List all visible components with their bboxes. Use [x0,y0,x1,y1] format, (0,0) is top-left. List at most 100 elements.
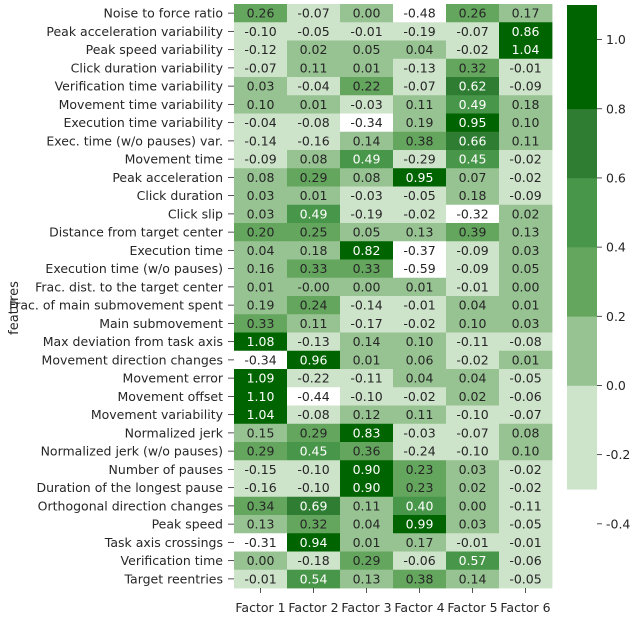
heatmap-cell [499,369,553,388]
cell-value-label: -0.01 [509,535,541,550]
heatmap-cell [499,168,553,187]
heatmap-cell [287,113,341,133]
cell-value-label: 0.18 [300,243,328,258]
cell-value-label: -0.06 [509,553,541,568]
heatmap-cell [234,186,288,206]
colorbar-tick-label: 0.0 [606,378,626,393]
cell-value-label: -0.09 [456,243,488,258]
heatmap-cell [393,4,447,23]
heatmap-cell [446,423,500,443]
cell-value-label: 0.86 [512,24,540,39]
cell-value-label: 0.08 [353,170,381,185]
cell-value-label: -0.07 [244,60,276,75]
heatmap-cell [499,223,553,242]
heatmap-cell [234,296,288,315]
heatmap-cell [393,423,447,443]
heatmap-cell [234,569,288,589]
heatmap-cell [340,533,394,552]
heatmap-cell [499,150,553,169]
row-label: Execution time variability [63,115,223,130]
heatmap-cell [287,22,341,41]
cell-value-label: -0.13 [297,334,329,349]
cell-value-label: 0.01 [512,298,540,313]
cell-value-label: 0.23 [406,462,434,477]
cell-value-label: 0.01 [406,279,434,294]
cell-value-label: 0.04 [406,371,434,386]
cell-value-label: -0.09 [509,188,541,203]
row-label: Execution time (w/o pauses) [45,261,223,276]
cell-value-label: 0.14 [353,133,381,148]
heatmap-cell [393,442,447,461]
colorbar-tick-label: 0.8 [606,101,626,116]
cell-value-label: -0.07 [456,24,488,39]
cell-value-label: -0.31 [244,535,276,550]
cell-value-label: 1.10 [247,389,275,404]
cell-value-label: -0.01 [350,24,382,39]
cell-value-label: 1.08 [247,334,275,349]
cell-value-label: 0.03 [512,243,540,258]
heatmap-cell [340,131,394,151]
colorbar-tick-label: 0.2 [606,309,626,324]
cell-value-label: -0.37 [403,243,435,258]
heatmap-cell [393,259,447,279]
heatmap-cell [446,515,500,534]
colorbar-tick-label: 1.0 [606,32,626,47]
cell-value-label: -0.14 [350,298,382,313]
cell-value-label: -0.59 [403,261,435,276]
cell-value-label: 0.66 [459,133,487,148]
cell-value-label: 0.19 [406,115,434,130]
row-label: Main submovement [99,316,223,331]
heatmap-cell [234,314,288,333]
cell-value-label: -0.01 [456,279,488,294]
cell-value-label: 0.11 [512,133,540,148]
cell-value-label: 0.05 [353,225,381,240]
heatmap-cell [287,186,341,206]
cell-value-label: -0.01 [403,298,435,313]
cell-value-label: 0.02 [512,206,540,221]
cell-value-label: -0.07 [509,407,541,422]
cell-value-label: 0.29 [247,444,275,459]
heatmap-cell [499,259,553,279]
heatmap-cell [287,58,341,78]
cell-value-label: 0.33 [300,261,328,276]
cell-value-label: 0.22 [353,79,381,94]
cell-value-label: 0.19 [247,298,275,313]
heatmap-cell [499,204,553,224]
column-label: Factor 4 [394,600,444,615]
heatmap-cell [446,277,500,297]
heatmap-cell [234,241,288,260]
heatmap-cell [234,150,288,169]
cell-value-label: 0.18 [459,188,487,203]
heatmap-cell [446,223,500,242]
cell-value-label: 0.26 [247,6,275,21]
cell-value-label: 0.08 [247,170,275,185]
heatmap-cell [393,204,447,224]
cell-value-label: 0.95 [406,170,434,185]
cell-value-label: 0.02 [459,480,487,495]
cell-value-label: 0.00 [459,498,487,513]
cell-value-label: 0.90 [353,462,381,477]
cell-value-label: -0.05 [509,571,541,586]
heatmap-cell [393,113,447,133]
heatmap-cell [499,460,553,479]
row-labels: Noise to force ratio Peak acceleration va… [9,6,234,586]
heatmap-cell [393,478,447,498]
heatmap-cell [234,551,288,571]
cell-value-label: 0.04 [247,243,275,258]
heatmap-cell [234,515,288,534]
heatmap-cell [393,460,447,479]
heatmap-cell [340,551,394,571]
heatmap-cell [234,22,288,41]
heatmap-cell [340,296,394,315]
cell-value-label: 0.01 [353,60,381,75]
heatmap-cell [393,277,447,297]
cell-value-label: 0.03 [459,517,487,532]
heatmap-cell [446,496,500,516]
heatmap-cell [340,332,394,352]
cell-value-label: 0.13 [512,225,540,240]
cell-value-label: -0.08 [297,407,329,422]
heatmap-cell [499,350,553,370]
cell-value-label: -0.34 [244,352,276,367]
heatmap-cell [287,296,341,315]
heatmap-cell [287,131,341,151]
